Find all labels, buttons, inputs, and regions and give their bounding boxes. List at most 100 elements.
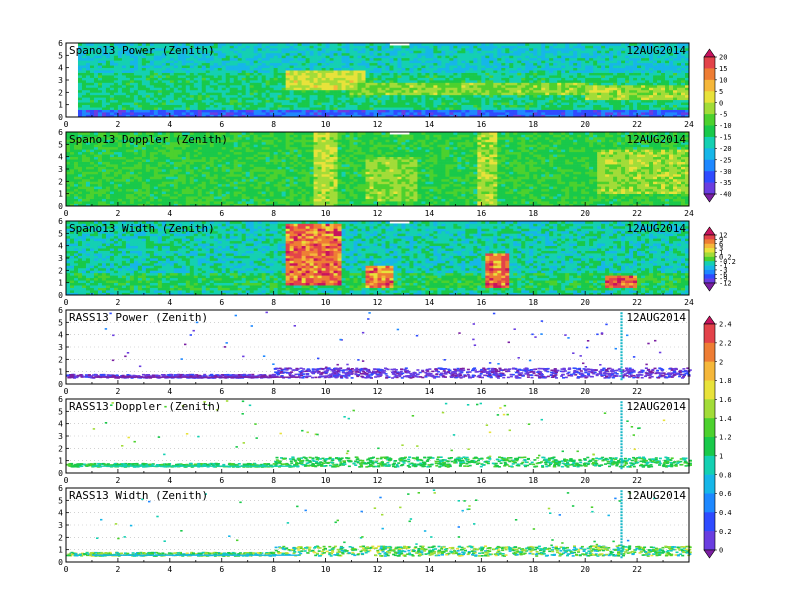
heatmap-cell [82,112,86,115]
heatmap-cell [146,87,150,90]
heatmap-cell [274,102,278,105]
heatmap-cell [389,95,393,98]
heatmap-cell [282,80,286,83]
heatmap-cell [581,85,585,88]
heatmap-cell [657,110,661,113]
heatmap-cell [362,78,366,81]
heatmap-cell [553,100,557,103]
heatmap-cell [401,48,405,51]
heatmap-cell [226,95,230,98]
heatmap-cell [82,100,86,103]
heatmap-cell [609,82,613,85]
heatmap-cell [545,48,549,51]
heatmap-cell [517,95,521,98]
heatmap-cell [202,68,206,71]
heatmap-cell [585,90,589,93]
heatmap-cell [126,75,130,78]
heatmap-cell [601,78,605,81]
heatmap-cell [677,78,681,81]
heatmap-cell [190,82,194,85]
heatmap-cell [413,60,417,63]
heatmap-cell [138,65,142,68]
heatmap-cell [86,184,90,187]
heatmap-cell [381,78,385,81]
heatmap-cell [625,102,629,105]
heatmap-cell [473,92,477,95]
heatmap-cell [421,100,425,103]
heatmap-cell [286,68,290,71]
heatmap-cell [477,70,481,73]
heatmap-cell [358,107,362,110]
heatmap-cell [613,68,617,71]
heatmap-cell [334,78,338,81]
heatmap-cell [150,82,154,85]
heatmap-cell [342,58,346,61]
heatmap-cell [613,45,617,48]
heatmap-cell [186,97,190,100]
heatmap-cell [381,97,385,100]
heatmap-cell [74,149,78,152]
heatmap-cell [429,70,433,73]
heatmap-cell [334,95,338,98]
heatmap-cell [629,95,633,98]
heatmap-cell [334,63,338,66]
heatmap-cell [314,68,318,71]
heatmap-cell [589,107,593,110]
heatmap-cell [609,65,613,68]
heatmap-cell [673,87,677,90]
heatmap-cell [250,58,254,61]
heatmap-cell [417,92,421,95]
heatmap-cell [146,97,150,100]
heatmap-cell [206,80,210,83]
heatmap-cell [409,45,413,48]
heatmap-cell [162,73,166,76]
heatmap-cell [90,164,94,167]
heatmap-cell [378,87,382,90]
heatmap-cell [413,87,417,90]
heatmap-cell [226,85,230,88]
heatmap-cell [445,55,449,58]
heatmap-cell [505,50,509,53]
heatmap-cell [374,82,378,85]
heatmap-cell [525,58,529,61]
heatmap-cell [557,85,561,88]
heatmap-cell [222,65,226,68]
heatmap-cell [114,75,118,78]
heatmap-cell [673,92,677,95]
heatmap-cell [274,75,278,78]
heatmap-cell [609,97,613,100]
heatmap-cell [130,87,134,90]
heatmap-cell [214,73,218,76]
heatmap-cell [310,73,314,76]
heatmap-cell [298,73,302,76]
heatmap-cell [130,92,134,95]
heatmap-cell [334,60,338,63]
heatmap-cell [385,50,389,53]
heatmap-cell [82,73,86,76]
heatmap-cell [346,105,350,108]
heatmap-cell [182,105,186,108]
heatmap-cell [545,110,549,113]
heatmap-cell [154,60,158,63]
heatmap-cell [401,110,405,113]
heatmap-cell [78,194,82,197]
heatmap-cell [82,189,86,192]
heatmap-cell [354,90,358,93]
heatmap-cell [449,90,453,93]
heatmap-cell [222,80,226,83]
heatmap-cell [381,75,385,78]
heatmap-cell [457,97,461,100]
heatmap-cell [561,100,565,103]
heatmap-cell [545,60,549,63]
heatmap-cell [589,100,593,103]
heatmap-cell [401,50,405,53]
heatmap-cell [198,60,202,63]
heatmap-cell [429,110,433,113]
heatmap-cell [82,179,86,182]
heatmap-cell [653,75,657,78]
heatmap-cell [230,45,234,48]
y-tick-label: 0 [58,113,63,122]
heatmap-cell [346,75,350,78]
heatmap-cell [525,112,529,115]
heatmap-cell [350,102,354,105]
